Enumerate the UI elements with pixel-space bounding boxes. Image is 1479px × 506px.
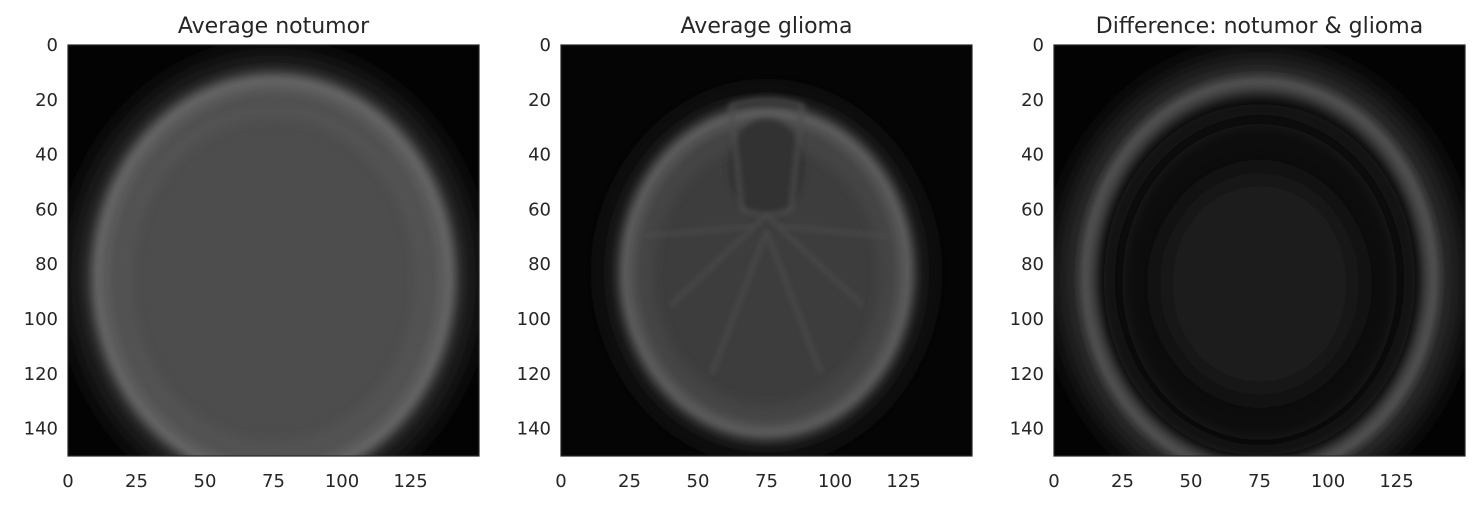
y-tick-label: 20 [1021, 90, 1044, 111]
x-tick-label: 125 [886, 471, 920, 492]
x-tick-label: 25 [125, 471, 148, 492]
inner-ring [1103, 103, 1416, 456]
y-tick-label: 140 [24, 419, 58, 440]
x-tick-label: 50 [687, 471, 710, 492]
x-tick-label: 50 [194, 471, 217, 492]
y-tick-label: 120 [1010, 364, 1044, 385]
x-tick-label: 25 [1111, 471, 1134, 492]
y-tick-label: 40 [35, 145, 58, 166]
heatmap-image [68, 45, 479, 456]
structure-line [643, 224, 753, 239]
brain-fill [92, 75, 455, 456]
x-tick-label: 0 [1048, 471, 1059, 492]
y-tick-label: 0 [47, 35, 58, 56]
y-tick-label: 60 [528, 199, 551, 220]
skull-ring [619, 105, 914, 440]
y-tick-label: 0 [1033, 35, 1044, 56]
axes-frame [560, 44, 973, 457]
x-tick-label: 125 [393, 471, 427, 492]
panel-2: Average glioma 0 25 50 75 100 125 0 20 40 60 80 100 1… [517, 14, 973, 492]
skull-edge [624, 111, 909, 434]
y-tick-label: 60 [35, 199, 58, 220]
structure-line [765, 213, 864, 307]
y-tick-label: 60 [1021, 199, 1044, 220]
heatmap-image [561, 45, 972, 456]
y-tick-label: 80 [1021, 254, 1044, 275]
inner-texture [1160, 172, 1359, 396]
y-tick-label: 80 [528, 254, 551, 275]
x-tick-label: 25 [618, 471, 641, 492]
inner-ring [117, 103, 430, 456]
panel-1: Average notumor 0 25 50 75 100 125 0 20 40 60 80 100… [24, 14, 480, 492]
ventricle-outline [728, 97, 805, 217]
y-tick-label: 40 [528, 145, 551, 166]
structure-line [780, 224, 890, 239]
x-tick-label: 125 [1379, 471, 1413, 492]
heatmap-image [1054, 45, 1465, 456]
skull-edge [1082, 79, 1437, 456]
skull-edge [96, 79, 451, 456]
x-tick-label: 75 [262, 471, 285, 492]
axes-frame [67, 44, 480, 457]
x-tick-label: 100 [1311, 471, 1345, 492]
x-tick-label: 75 [1248, 471, 1271, 492]
y-tick-label: 20 [528, 90, 551, 111]
y-tick-label: 100 [24, 309, 58, 330]
y-tick-label: 40 [1021, 145, 1044, 166]
panel-title: Average notumor [178, 14, 370, 39]
x-tick-label: 100 [325, 471, 359, 492]
y-tick-label: 140 [517, 419, 551, 440]
panel-3: Difference: notumor & glioma 0 25 50 75 100 12… [1010, 14, 1466, 492]
y-tick-label: 20 [35, 90, 58, 111]
structure-line [710, 230, 768, 375]
structure-line [765, 230, 823, 375]
y-tick-label: 100 [1010, 309, 1044, 330]
x-tick-label: 50 [1180, 471, 1203, 492]
panel-title: Difference: notumor & glioma [1096, 14, 1423, 39]
y-tick-label: 120 [517, 364, 551, 385]
panel-title: Average glioma [681, 14, 853, 39]
y-tick-label: 140 [1010, 419, 1044, 440]
x-tick-label: 0 [555, 471, 566, 492]
structure-line [669, 213, 768, 307]
ventricle-shadow [728, 118, 805, 218]
x-tick-label: 0 [62, 471, 73, 492]
skull-ring [92, 74, 455, 456]
y-tick-label: 100 [517, 309, 551, 330]
y-tick-label: 80 [35, 254, 58, 275]
x-tick-label: 100 [818, 471, 852, 492]
skull-ring [1078, 74, 1441, 456]
y-tick-label: 120 [24, 364, 58, 385]
axes-frame [1053, 44, 1466, 457]
x-tick-label: 75 [755, 471, 778, 492]
y-tick-label: 0 [540, 35, 551, 56]
